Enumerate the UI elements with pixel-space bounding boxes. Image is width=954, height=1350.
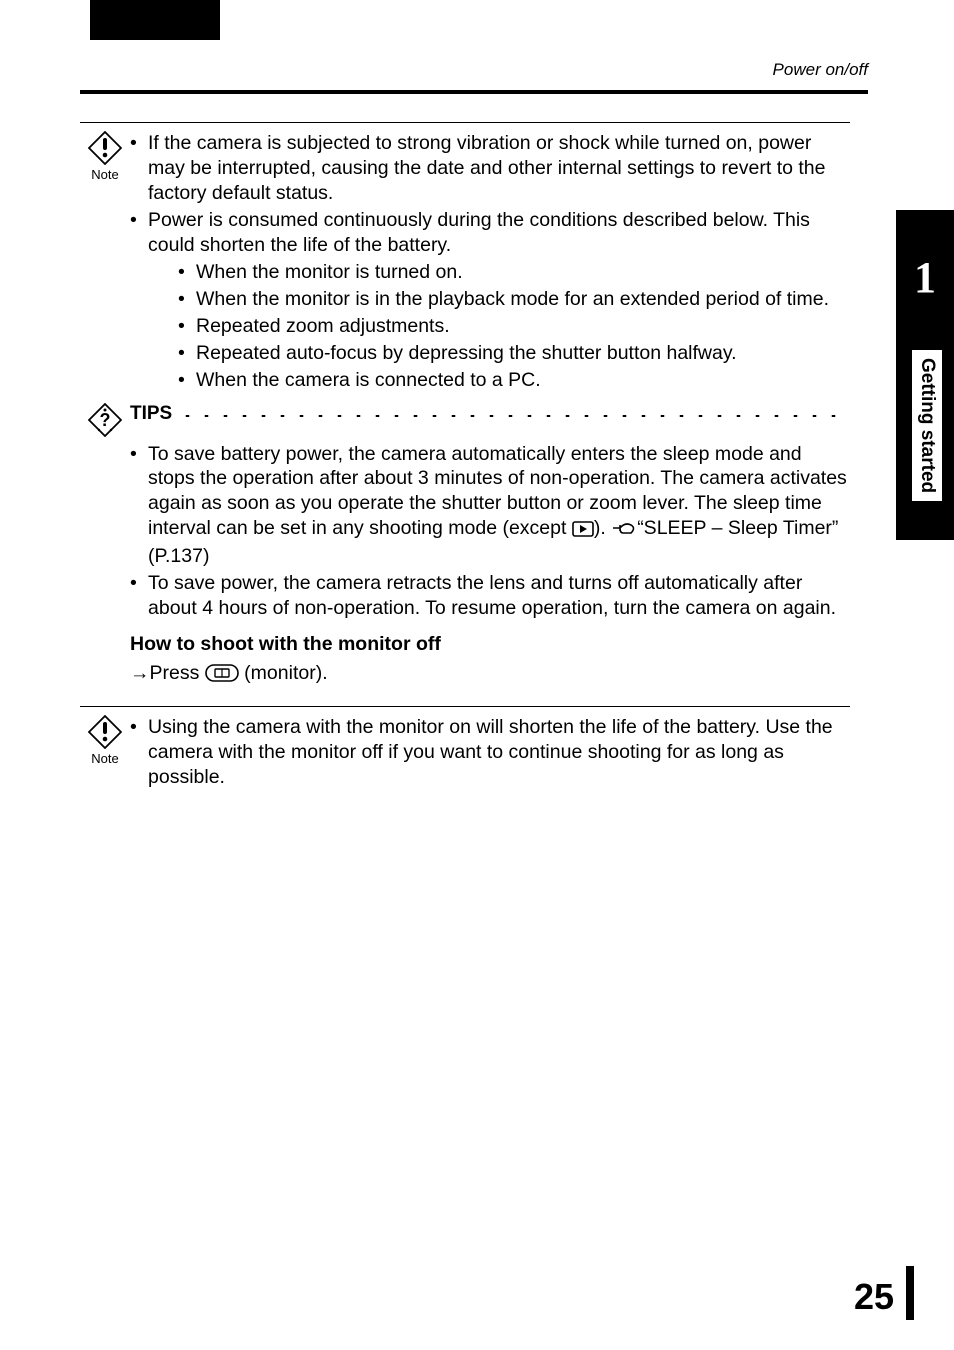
tips-icon: ? — [80, 403, 130, 442]
page-number: 25 — [854, 1276, 894, 1318]
note-label-1: Note — [80, 167, 130, 182]
tips-item-1: To save power, the camera retracts the l… — [130, 571, 850, 621]
side-chapter-number: 1 — [896, 210, 954, 303]
playback-icon — [572, 519, 594, 544]
howto-title: How to shoot with the monitor off — [130, 633, 850, 656]
pointer-hand-icon — [611, 519, 637, 544]
tips-item-0: To save battery power, the camera automa… — [130, 442, 850, 570]
note2-item: Using the camera with the monitor on wil… — [130, 715, 850, 790]
note-section-2: Note Using the camera with the monitor o… — [80, 706, 850, 792]
tips-item-0-mid: ). — [594, 517, 611, 539]
running-header: Power on/off — [773, 60, 868, 80]
tips-header-row: ? TIPS — [80, 403, 850, 442]
note1-item-1: Power is consumed continuously during th… — [130, 208, 850, 258]
tips-dots — [178, 407, 850, 421]
note-body-2: Using the camera with the monitor on wil… — [130, 715, 850, 792]
howto-arrow: → — [130, 662, 150, 684]
note1-sub-3: Repeated auto-focus by depressing the sh… — [178, 341, 850, 366]
side-chapter-label: Getting started — [912, 350, 942, 501]
howto-monitor: (monitor). — [239, 662, 328, 684]
note-icon-2: Note — [80, 715, 130, 766]
page-number-bar — [906, 1266, 914, 1320]
note-icon-1: Note — [80, 131, 130, 182]
svg-text:?: ? — [100, 410, 111, 430]
note1-sub-4: When the camera is connected to a PC. — [178, 368, 850, 393]
howto-line: →Press (monitor). — [130, 662, 850, 688]
monitor-button-icon — [205, 664, 239, 688]
header-rule — [80, 90, 868, 94]
howto-section: How to shoot with the monitor off →Press… — [130, 633, 850, 688]
main-content: Note If the camera is subjected to stron… — [80, 122, 850, 792]
tips-label: TIPS — [130, 403, 172, 425]
tips-body: To save battery power, the camera automa… — [130, 442, 850, 622]
note1-sub-0: When the monitor is turned on. — [178, 260, 850, 285]
note-section-1: Note If the camera is subjected to stron… — [80, 122, 850, 395]
note-body-1: If the camera is subjected to strong vib… — [130, 131, 850, 395]
note1-item-0: If the camera is subjected to strong vib… — [130, 131, 850, 206]
note1-sub-1: When the monitor is in the playback mode… — [178, 287, 850, 312]
howto-press: Press — [150, 662, 205, 684]
note1-sub-2: Repeated zoom adjustments. — [178, 314, 850, 339]
note-label-2: Note — [80, 751, 130, 766]
top-black-tab — [90, 0, 220, 40]
